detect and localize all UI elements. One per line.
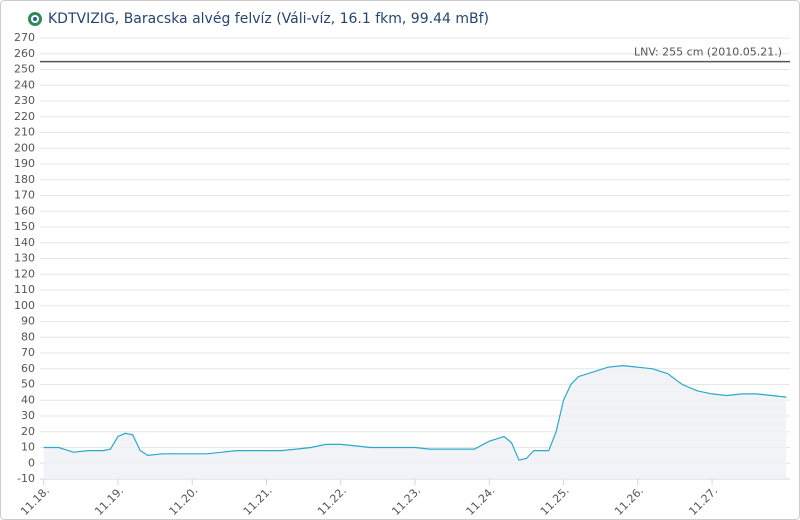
y-tick-label: 70 [21,346,35,359]
y-tick-label: 10 [21,441,35,454]
y-tick-label: 40 [21,393,35,406]
y-tick-label: 160 [14,204,35,217]
y-tick-label: 200 [14,141,35,154]
chart-title: KDTVIZIG, Baracska alvég felvíz (Váli-ví… [48,11,489,27]
y-tick-label: 240 [14,78,35,91]
y-tick-label: -10 [17,472,35,485]
y-tick-label: 190 [14,157,35,170]
y-tick-label: 210 [14,126,35,139]
y-tick-label: 0 [28,456,35,469]
y-tick-label: 130 [14,252,35,265]
y-tick-label: 180 [14,173,35,186]
y-tick-label: 230 [14,94,35,107]
y-tick-label: 120 [14,267,35,280]
y-tick-label: 270 [14,31,35,44]
y-tick-label: 260 [14,47,35,60]
y-tick-label: 20 [21,425,35,438]
y-tick-label: 250 [14,63,35,76]
area-fill [43,365,787,479]
y-tick-label: 80 [21,330,35,343]
y-tick-label: 100 [14,299,35,312]
y-tick-label: 30 [21,409,35,422]
y-tick-label: 50 [21,378,35,391]
y-tick-label: 110 [14,283,35,296]
y-tick-label: 170 [14,189,35,202]
series-line [43,364,787,461]
y-tick-label: 150 [14,220,35,233]
logo [28,12,42,26]
y-tick-label: 220 [14,110,35,123]
y-tick-label: 140 [14,236,35,249]
y-tick-label: 60 [21,362,35,375]
y-tick-label: 90 [21,315,35,328]
plot-line-label: LNV: 255 cm (2010.05.21.) [634,46,782,59]
